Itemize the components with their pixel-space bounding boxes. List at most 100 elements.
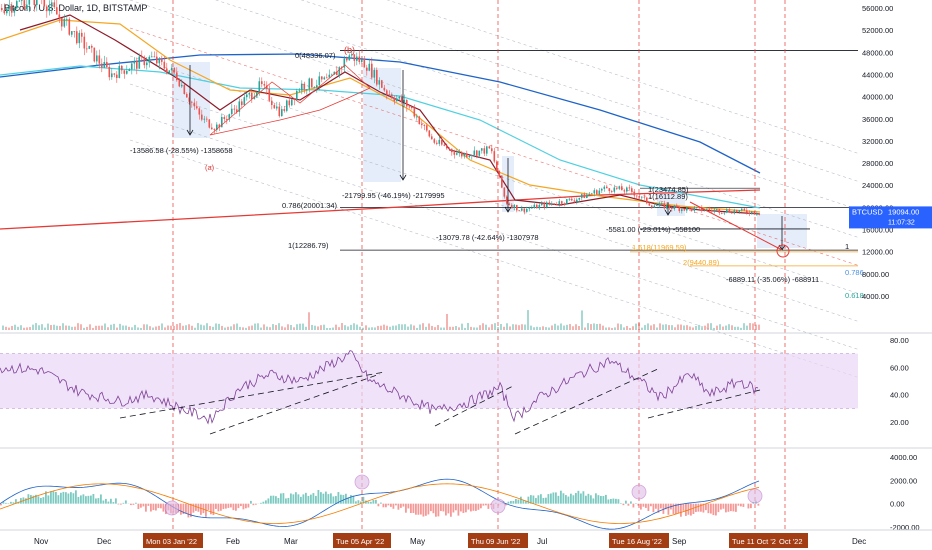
candle-body	[633, 191, 636, 196]
candle	[511, 203, 513, 209]
candle-body	[608, 188, 611, 192]
volume-bar	[203, 325, 205, 330]
volume-bar	[104, 323, 106, 330]
candle	[118, 60, 121, 79]
candle	[636, 195, 638, 199]
candle-body	[406, 99, 408, 107]
candle	[156, 51, 158, 66]
macd-bar	[85, 496, 87, 504]
volume-bar	[266, 326, 268, 330]
candle	[391, 92, 393, 100]
candle-body	[513, 204, 516, 208]
volume-bar	[368, 327, 370, 330]
candle-body	[641, 196, 643, 198]
macd-cross-circle	[164, 500, 180, 516]
candle	[643, 194, 646, 200]
volume-bar	[113, 323, 115, 330]
macd-bar	[537, 495, 540, 504]
candle	[376, 67, 378, 87]
candle	[743, 207, 746, 212]
macd-bar	[487, 503, 490, 509]
volume-bar	[50, 324, 52, 330]
candle	[98, 49, 101, 69]
macd-bar	[627, 503, 630, 506]
macd-bar	[322, 493, 325, 504]
volume-bar	[137, 327, 139, 330]
macd-bar	[262, 501, 265, 504]
macd-bar	[112, 502, 115, 504]
volume-bar	[323, 324, 325, 330]
volume-bar	[8, 327, 10, 330]
macd-bar	[227, 503, 230, 508]
candle-body	[321, 76, 323, 80]
volume-bar	[215, 323, 217, 330]
arrow-head	[399, 174, 407, 181]
candle	[231, 103, 233, 118]
volume-bar	[161, 323, 163, 330]
macd-bar	[92, 493, 95, 504]
candle	[616, 187, 618, 191]
candle	[428, 129, 431, 138]
volume-bar	[116, 327, 118, 330]
volume-bar	[686, 325, 688, 330]
macd-bar	[42, 497, 45, 504]
candle	[541, 200, 543, 207]
macd-tick-label: 0.00	[890, 500, 905, 509]
macd-bar	[445, 503, 447, 516]
candle	[298, 88, 301, 93]
candle-body	[158, 58, 161, 64]
candle-body	[33, 0, 36, 6]
candle-body	[11, 5, 13, 13]
ma-orange-line	[0, 19, 761, 213]
candle	[133, 57, 136, 70]
candle-body	[696, 207, 698, 208]
candle	[583, 192, 586, 199]
macd-bar	[535, 498, 537, 504]
candle	[186, 92, 188, 98]
candle-body	[291, 99, 293, 106]
volume-bar	[371, 327, 373, 330]
macd-bar	[572, 495, 575, 504]
candle-body	[403, 99, 406, 103]
macd-bar	[432, 503, 435, 514]
volume-bar	[458, 327, 460, 330]
volume-bar	[479, 325, 481, 330]
candle-body	[458, 152, 461, 154]
volume-bar	[563, 325, 565, 330]
macd-cross-circle	[747, 488, 763, 504]
volume-bar	[257, 323, 259, 330]
candle	[306, 88, 308, 95]
candle	[746, 208, 748, 215]
volume-bar	[35, 323, 37, 330]
candle-body	[326, 77, 328, 79]
candle	[681, 208, 683, 214]
candle	[93, 47, 96, 63]
candle-body	[413, 108, 416, 117]
macd-bar	[385, 503, 387, 508]
candle	[381, 79, 383, 89]
candle	[28, 0, 31, 13]
candle	[321, 76, 323, 83]
candle-body	[131, 63, 133, 70]
candle-body	[233, 108, 236, 110]
volume-bar	[647, 323, 649, 330]
price-tick-label: 56000.00	[862, 4, 893, 13]
macd-bar	[265, 500, 267, 504]
candle	[473, 146, 476, 158]
macd-bar	[30, 495, 32, 504]
macd-bar	[595, 493, 597, 504]
volume-bar	[146, 324, 148, 330]
candle	[33, 0, 36, 12]
volume-bar	[56, 325, 58, 330]
macd-bar	[282, 493, 285, 504]
macd-bar	[407, 503, 410, 509]
candle	[121, 64, 123, 75]
macd-bar	[110, 498, 112, 504]
macd-bar	[750, 503, 752, 509]
macd-bar	[377, 503, 380, 507]
macd-bar	[710, 503, 712, 514]
rsi-tick-label: 80.00	[890, 336, 909, 345]
candle-body	[221, 117, 223, 128]
candle	[676, 203, 678, 208]
